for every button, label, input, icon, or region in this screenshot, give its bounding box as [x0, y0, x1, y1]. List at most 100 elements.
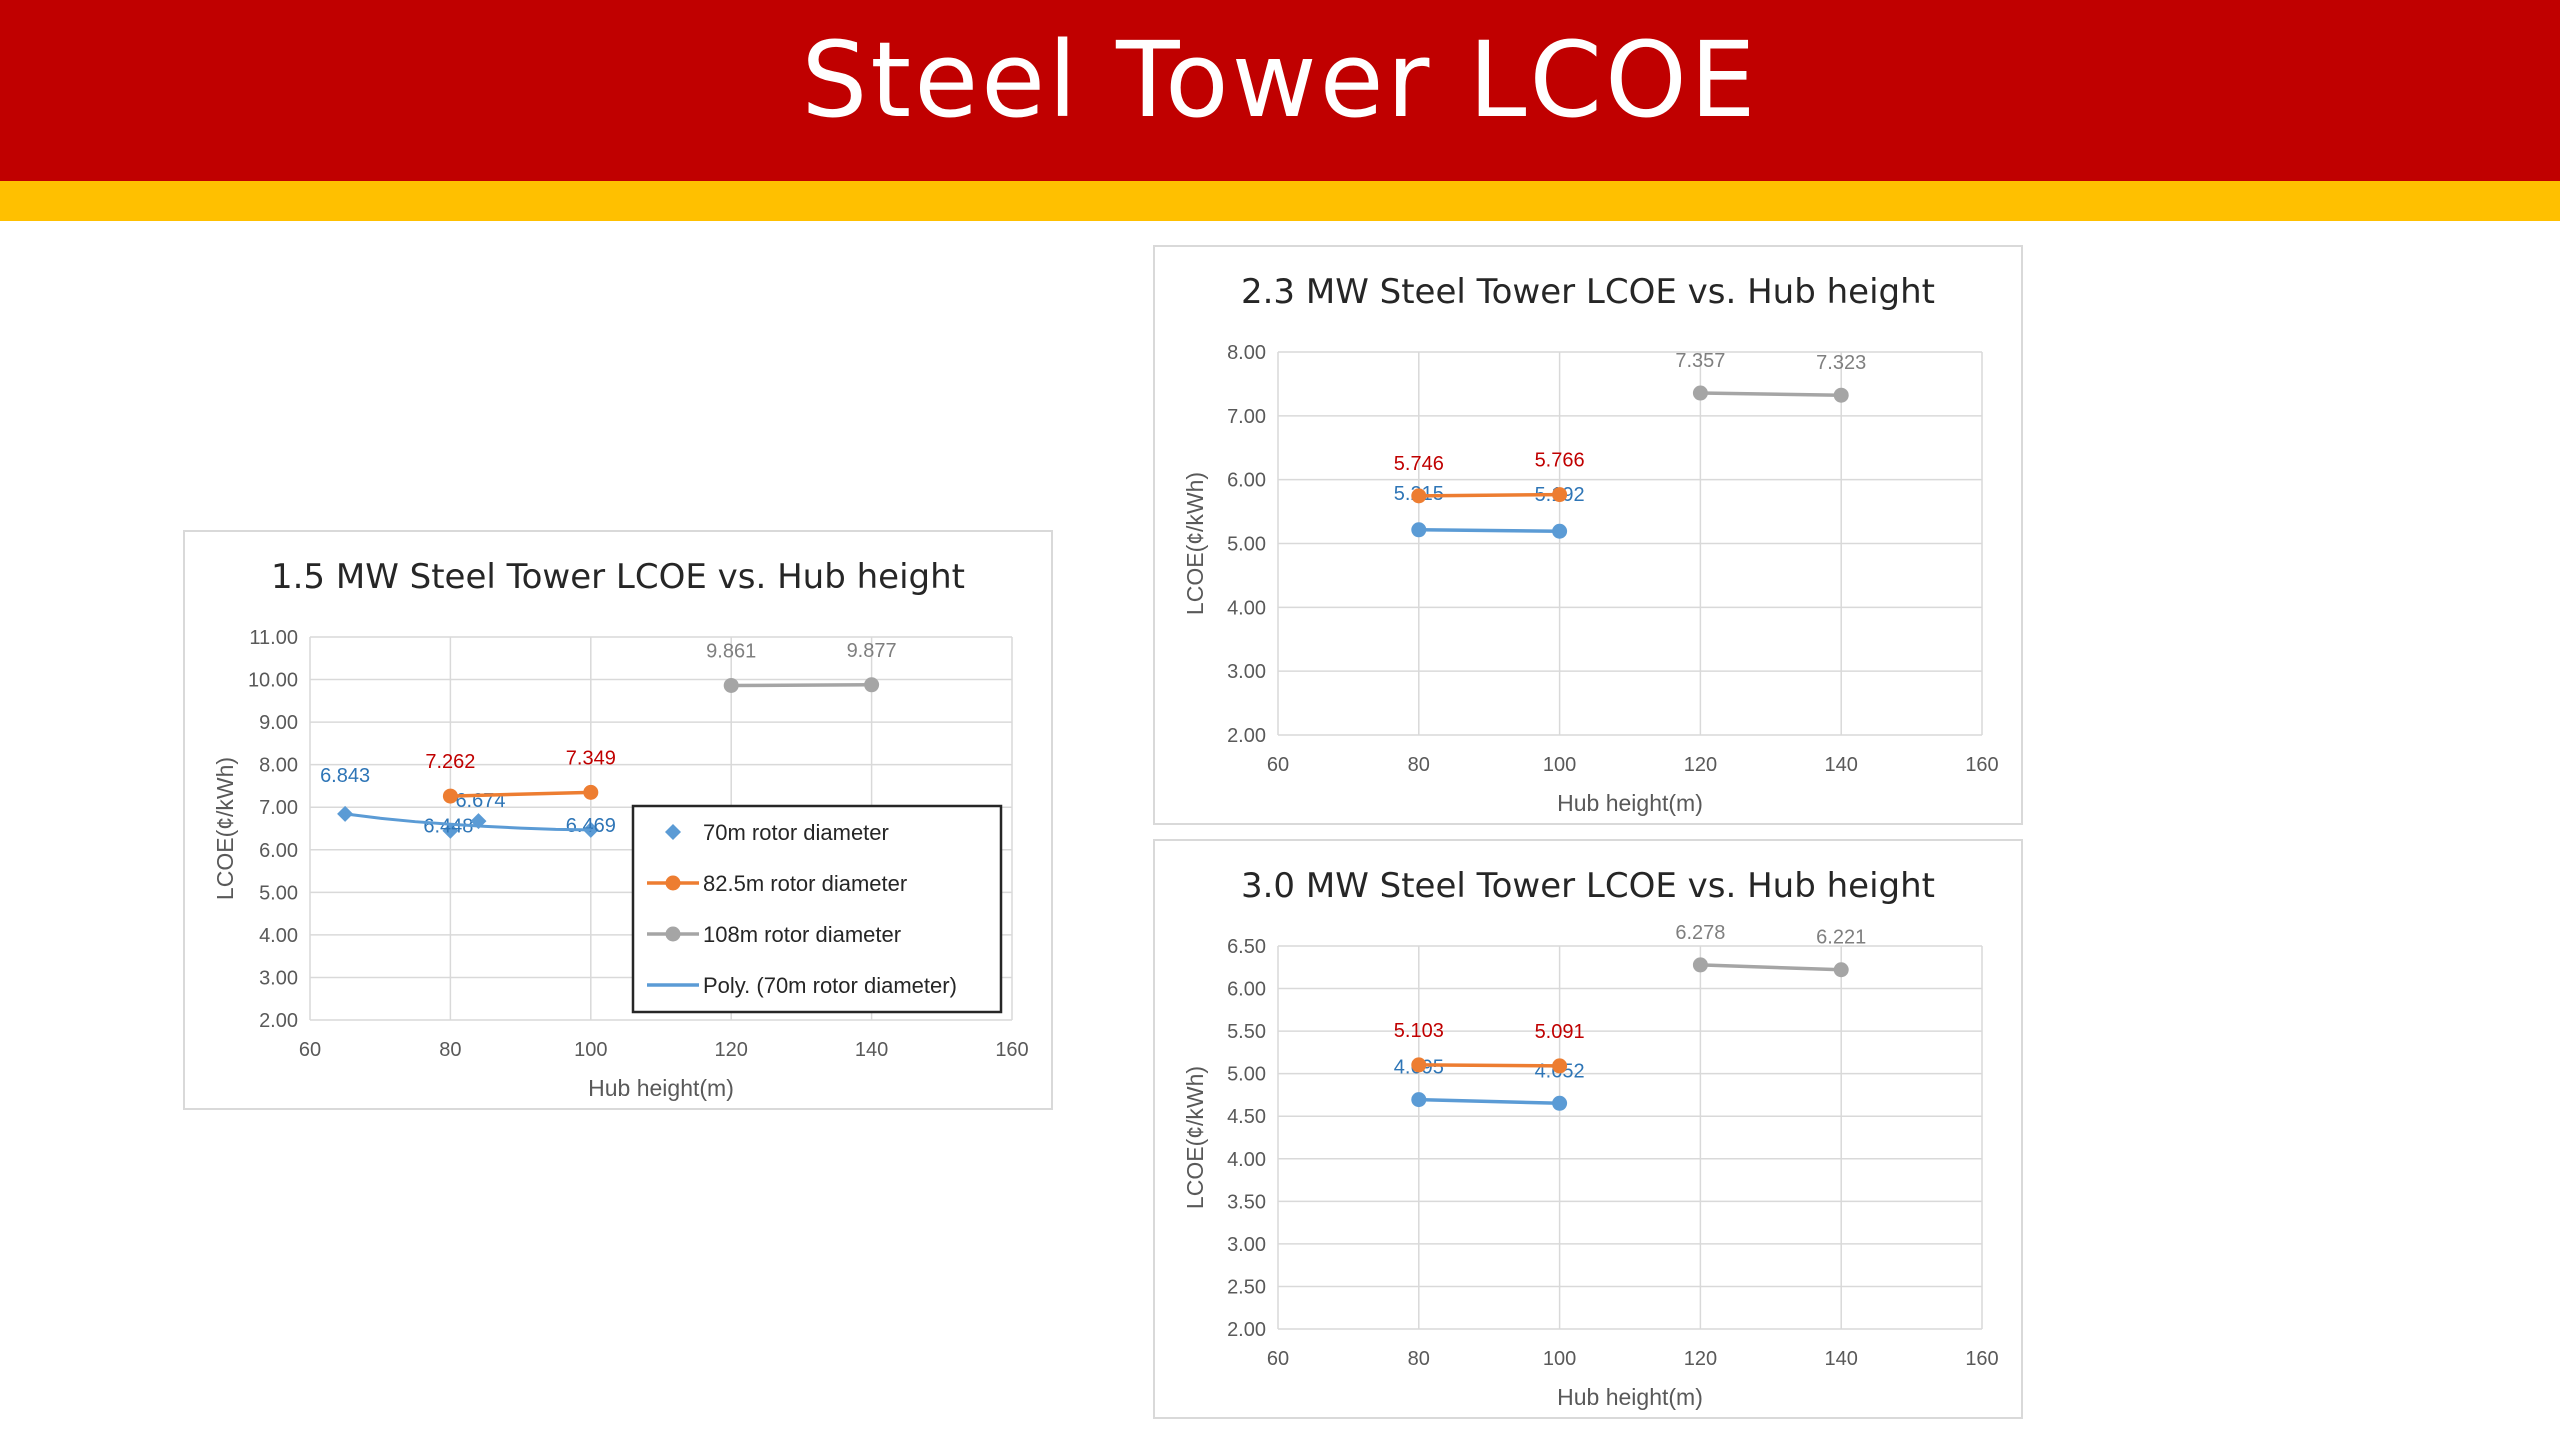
- series-line: [1418, 492, 1560, 498]
- data-point: [1552, 1095, 1568, 1111]
- y-tick-label: 6.50: [1227, 936, 1266, 958]
- data-label: 5.746: [1394, 453, 1444, 475]
- x-tick-label: 160: [1965, 754, 1998, 776]
- y-tick-label: 6.00: [1227, 979, 1266, 1001]
- y-tick-label: 8.00: [1227, 342, 1266, 364]
- legend: 70m rotor diameter 82.5m rotor diameter 10…: [631, 804, 1003, 1014]
- data-point: [442, 788, 458, 804]
- x-tick-label: 80: [1408, 754, 1430, 776]
- y-axis-label: LCOE(¢/kWh): [1182, 472, 1208, 615]
- data-label: 6.843: [320, 765, 370, 787]
- series-1: 5.103 5.091: [1394, 1020, 1585, 1074]
- series-2: 7.357 7.323: [1675, 350, 1866, 403]
- y-tick-label: 2.00: [1227, 1319, 1266, 1341]
- data-label: 5.766: [1535, 450, 1585, 472]
- legend-entry: 70m rotor diameter: [703, 820, 889, 845]
- series-2: 6.278 6.221: [1675, 922, 1866, 978]
- y-tick-label: 5.00: [1227, 1064, 1266, 1086]
- axis-ticks: 2.00 3.00 4.00 5.00 6.00 7.00 8.00 9.00 10.00 11.…: [248, 627, 1029, 1061]
- x-axis-label: Hub height(m): [588, 1075, 734, 1101]
- x-tick-label: 140: [855, 1039, 888, 1061]
- y-tick-label: 11.00: [249, 627, 298, 649]
- gridlines: [1277, 351, 1983, 736]
- legend-swatch-marker: [665, 875, 681, 891]
- y-tick-label: 3.00: [1227, 1234, 1266, 1256]
- chart-title: 1.5 MW Steel Tower LCOE vs. Hub height: [271, 557, 965, 597]
- y-tick-label: 3.00: [1227, 661, 1266, 683]
- data-label: 9.861: [706, 640, 756, 662]
- axis-ticks: 2.00 2.50 3.00 3.50 4.00 4.50 5.00 5.50 6.00 6.50…: [1227, 936, 1999, 1370]
- slide-title: Steel Tower LCOE: [801, 19, 1759, 141]
- y-tick-label: 5.50: [1227, 1021, 1266, 1043]
- x-tick-label: 100: [1543, 1348, 1576, 1370]
- x-axis-label: Hub height(m): [1557, 790, 1703, 816]
- chart-2-svg: 2.3 MW Steel Tower LCOE vs. Hub height 2.…: [1182, 272, 1999, 816]
- series-line: [1418, 528, 1560, 533]
- y-tick-label: 2.00: [259, 1010, 298, 1032]
- data-label: 6.469: [566, 815, 616, 837]
- y-tick-label: 2.00: [1227, 725, 1266, 747]
- series-1: 5.746 5.766: [1394, 450, 1585, 504]
- data-label: 5.103: [1394, 1020, 1444, 1042]
- x-tick-label: 160: [995, 1039, 1028, 1061]
- y-tick-label: 6.00: [1227, 470, 1266, 492]
- data-point: [1411, 488, 1427, 504]
- y-tick-label: 5.00: [259, 882, 298, 904]
- data-label: 6.278: [1675, 922, 1725, 944]
- y-tick-label: 2.50: [1227, 1276, 1266, 1298]
- x-tick-label: 120: [1684, 1348, 1717, 1370]
- chart-2-3mw: 2.3 MW Steel Tower LCOE vs. Hub height 2.…: [1153, 245, 2023, 825]
- data-label: 7.349: [566, 747, 616, 769]
- data-point: [1552, 523, 1568, 539]
- chart-title: 2.3 MW Steel Tower LCOE vs. Hub height: [1241, 272, 1935, 312]
- y-tick-label: 4.50: [1227, 1106, 1266, 1128]
- y-tick-label: 7.00: [1227, 406, 1266, 428]
- data-label: 7.262: [425, 751, 475, 773]
- data-point: [1692, 957, 1708, 973]
- y-tick-label: 4.00: [259, 925, 298, 947]
- y-axis-label: LCOE(¢/kWh): [1182, 1066, 1208, 1209]
- y-tick-label: 4.00: [1227, 597, 1266, 619]
- y-tick-label: 10.00: [248, 670, 298, 692]
- data-label: 6.221: [1816, 927, 1866, 949]
- chart-3-0mw: 3.0 MW Steel Tower LCOE vs. Hub height 2.…: [1153, 839, 2023, 1419]
- data-point: [1833, 962, 1849, 978]
- x-tick-label: 120: [1684, 754, 1717, 776]
- data-point: [1552, 487, 1568, 503]
- x-tick-label: 80: [1408, 1348, 1430, 1370]
- x-tick-label: 60: [1267, 1348, 1289, 1370]
- x-tick-label: 60: [1267, 754, 1289, 776]
- legend-swatch-marker: [665, 926, 681, 942]
- legend-box: [631, 804, 1003, 1014]
- series-line: [731, 683, 872, 688]
- title-banner: [0, 0, 2560, 181]
- data-label: 7.323: [1816, 352, 1866, 374]
- chart-1-svg: 1.5 MW Steel Tower LCOE vs. Hub height 2.…: [212, 557, 1029, 1101]
- data-point: [1552, 1058, 1568, 1074]
- y-tick-label: 3.50: [1227, 1191, 1266, 1213]
- y-axis-label: LCOE(¢/kWh): [212, 757, 238, 900]
- data-point: [1411, 1092, 1427, 1108]
- data-point: [583, 784, 599, 800]
- x-tick-label: 100: [574, 1039, 607, 1061]
- data-point: [723, 677, 739, 693]
- y-tick-label: 8.00: [259, 755, 298, 777]
- data-label: 9.877: [847, 640, 897, 662]
- y-tick-label: 4.00: [1227, 1149, 1266, 1171]
- series-line: [1700, 391, 1842, 397]
- x-tick-label: 100: [1543, 754, 1576, 776]
- y-tick-label: 6.00: [259, 840, 298, 862]
- y-tick-label: 7.00: [259, 797, 298, 819]
- legend-entry: 82.5m rotor diameter: [703, 871, 907, 896]
- data-point: [1692, 385, 1708, 401]
- x-tick-label: 120: [715, 1039, 748, 1061]
- y-tick-label: 3.00: [259, 967, 298, 989]
- series-line: [1418, 1063, 1560, 1068]
- series-2: 9.861 9.877: [706, 640, 897, 693]
- data-point: [442, 822, 459, 839]
- data-point: [1411, 1057, 1427, 1073]
- x-tick-label: 80: [439, 1039, 461, 1061]
- axis-ticks: 2.00 3.00 4.00 5.00 6.00 7.00 8.00 60 80 100 120 14…: [1227, 342, 1999, 776]
- chart-1-5mw: 1.5 MW Steel Tower LCOE vs. Hub height 2.…: [183, 530, 1053, 1110]
- legend-swatch-marker: [665, 824, 681, 840]
